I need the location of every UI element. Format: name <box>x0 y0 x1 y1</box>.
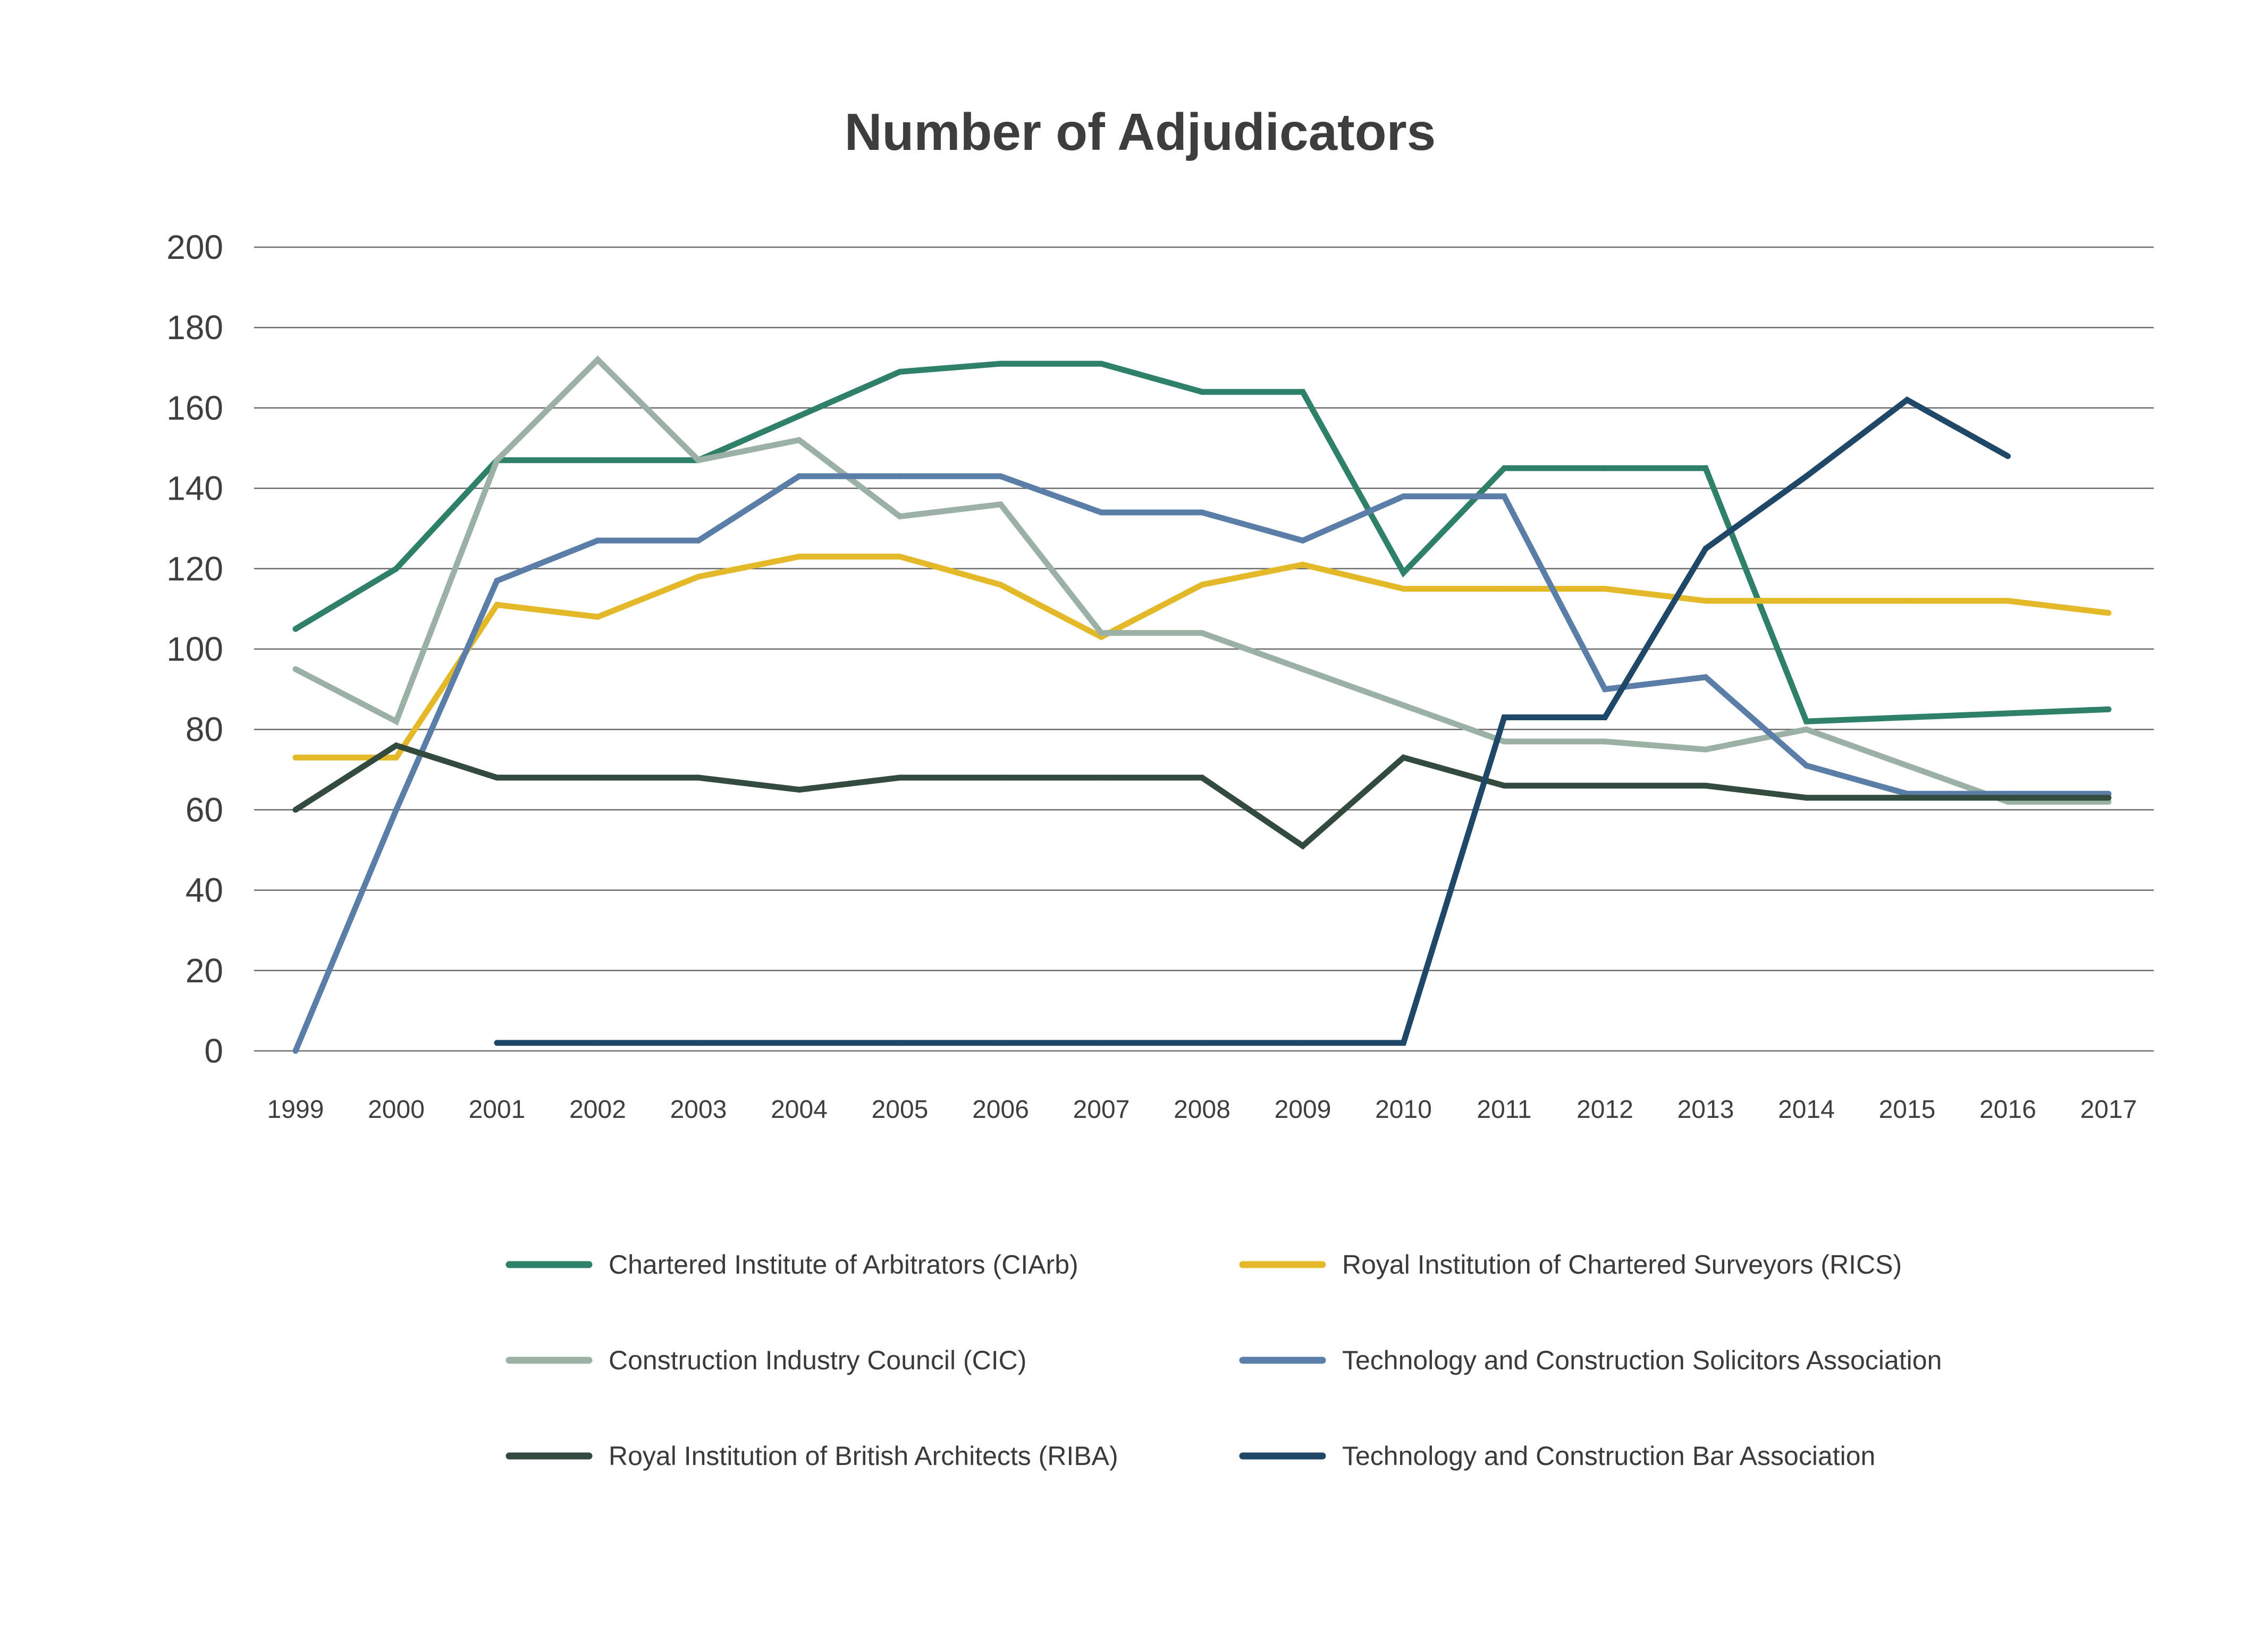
legend-item: Technology and Construction Bar Associat… <box>1239 1441 1875 1471</box>
gridlines <box>254 246 2154 1052</box>
series-0 <box>292 360 2112 725</box>
x-tick-label: 2000 <box>368 1096 425 1124</box>
x-tick-label: 2013 <box>1677 1096 1734 1124</box>
y-tick-label: 120 <box>166 550 223 588</box>
y-tick-label: 140 <box>166 469 223 508</box>
x-tick-label: 2015 <box>1879 1096 1936 1124</box>
x-tick-label: 2004 <box>771 1096 828 1124</box>
x-tick-label: 2001 <box>469 1096 526 1124</box>
legend-item: Construction Industry Council (CIC) <box>505 1345 1026 1375</box>
y-tick-label: 100 <box>166 630 223 668</box>
x-tick-label: 2012 <box>1576 1096 1633 1124</box>
x-tick-label: 2011 <box>1477 1096 1531 1124</box>
series-line <box>294 355 2109 805</box>
series-3 <box>292 473 2112 1054</box>
series-1 <box>292 553 2112 761</box>
x-tick-label: 2006 <box>972 1096 1029 1124</box>
legend-label: Royal Institution of British Architects … <box>609 1441 1118 1471</box>
y-tick-label: 200 <box>166 228 223 266</box>
y-tick-label: 60 <box>186 790 223 829</box>
legend-label: Royal Institution of Chartered Surveyors… <box>1342 1250 1902 1279</box>
y-axis-ticks: 0 20 40 60 80 100 120 140 160 180 200 <box>166 228 223 1070</box>
x-tick-label: 2005 <box>872 1096 929 1124</box>
series-2 <box>292 355 2112 805</box>
x-tick-label: 2008 <box>1174 1096 1230 1124</box>
y-tick-label: 180 <box>166 308 223 347</box>
legend-item: Chartered Institute of Arbitrators (CIAr… <box>505 1250 1078 1279</box>
x-axis-ticks: 1999 2000 2001 2002 2003 2004 2005 2006 2007 2008… <box>267 1096 2137 1124</box>
y-tick-label: 20 <box>186 952 223 990</box>
legend: Chartered Institute of Arbitrators (CIAr… <box>505 1250 1942 1471</box>
series-line <box>294 742 2109 850</box>
x-tick-label: 2010 <box>1375 1096 1432 1124</box>
series-line <box>296 553 2109 761</box>
x-tick-label: 2017 <box>2080 1096 2137 1124</box>
legend-label: Technology and Construction Bar Associat… <box>1342 1441 1875 1471</box>
legend-item: Technology and Construction Solicitors A… <box>1239 1345 1942 1375</box>
legend-item: Royal Institution of British Architects … <box>505 1441 1118 1471</box>
x-tick-label: 1999 <box>267 1096 324 1124</box>
x-tick-label: 2016 <box>1979 1096 2036 1124</box>
legend-item: Royal Institution of Chartered Surveyors… <box>1239 1250 1902 1279</box>
series-line <box>294 360 2109 725</box>
y-tick-label: 0 <box>204 1032 223 1070</box>
y-tick-label: 80 <box>186 710 223 748</box>
x-tick-label: 2014 <box>1778 1096 1835 1124</box>
series-line <box>497 396 2010 1046</box>
series-4 <box>292 742 2112 850</box>
series-lines <box>292 355 2112 1054</box>
series-5 <box>494 396 2011 1046</box>
x-tick-label: 2009 <box>1275 1096 1331 1124</box>
x-tick-label: 2003 <box>670 1096 727 1124</box>
y-tick-label: 40 <box>186 871 223 910</box>
x-tick-label: 2007 <box>1073 1096 1130 1124</box>
y-tick-label: 160 <box>166 389 223 427</box>
chart-title: Number of Adjudicators <box>845 103 1436 161</box>
x-tick-label: 2002 <box>569 1096 626 1124</box>
legend-label: Technology and Construction Solicitors A… <box>1342 1345 1942 1375</box>
series-line <box>292 473 2109 1053</box>
legend-label: Chartered Institute of Arbitrators (CIAr… <box>609 1250 1078 1279</box>
legend-label: Construction Industry Council (CIC) <box>609 1345 1026 1375</box>
